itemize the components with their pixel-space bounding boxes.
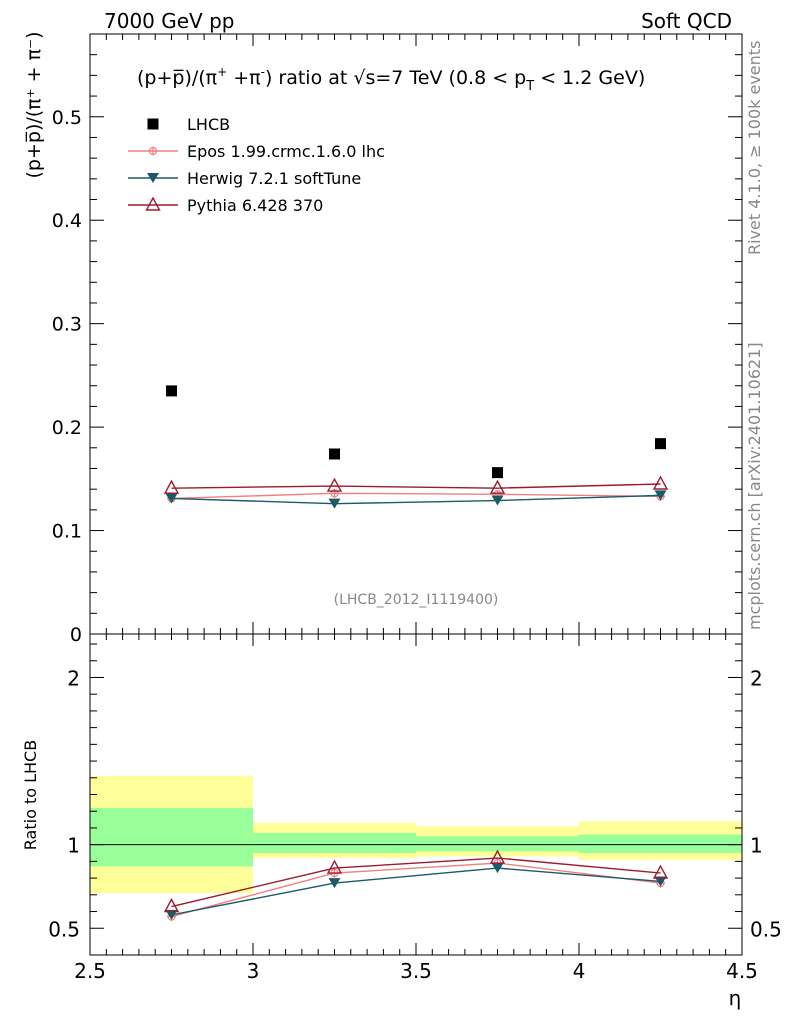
x-axis-label: η	[729, 986, 742, 1010]
mcplots-label: mcplots.cern.ch [arXiv:2401.10621]	[745, 342, 764, 630]
xtick-label-2: 3.5	[400, 959, 432, 983]
main-point-lhcb-2	[492, 467, 503, 479]
ratio-stat-band-1	[253, 832, 416, 854]
main-point-herwig-1	[328, 498, 341, 509]
main-point-herwig-3	[654, 490, 667, 501]
legend-label-pythia: Pythia 6.428 370	[187, 196, 323, 215]
main-point-herwig-0	[165, 493, 178, 504]
ratio-point-herwig-0	[165, 909, 178, 920]
ratio-stat-band-2	[416, 836, 579, 852]
main-point-pythia-0	[163, 479, 180, 494]
ratio-point-herwig-2	[491, 863, 504, 874]
main-line-epos	[171, 492, 661, 500]
main-ytick-label-0: 0.1	[52, 521, 82, 543]
main-point-lhcb-3	[655, 438, 666, 450]
legend-entry-lhcb: LHCB	[147, 115, 230, 134]
main-point-herwig-2	[491, 495, 504, 506]
main-ytick-label-3: 0.4	[52, 210, 82, 232]
ratio-ytick-label-right-2: 2	[750, 666, 763, 690]
ratio-point-pythia-2	[489, 849, 506, 864]
ratio-ytick-label-left-1: 1	[67, 834, 80, 858]
ratio-ytick-label-left-2: 2	[67, 666, 80, 690]
ratio-stat-band-0	[90, 807, 253, 867]
header-left: 7000 GeV pp	[104, 9, 235, 33]
main-ytick-label-2: 0.3	[52, 314, 82, 336]
analysis-watermark: (LHCB_2012_I1119400)	[334, 592, 499, 608]
ratio-ytick-label-right-1: 1	[750, 834, 763, 858]
legend-marker-pythia	[145, 196, 161, 211]
ratio-line-pythia	[171, 857, 661, 908]
main-line-herwig	[171, 494, 661, 505]
legend-entry-herwig: Herwig 7.2.1 softTune	[128, 169, 361, 188]
header-right: Soft QCD	[641, 9, 732, 33]
ratio-line-epos	[171, 862, 661, 918]
main-y-axis-label: (p+p̅)/(π⁺ + π⁻)	[23, 31, 45, 178]
ratio-point-herwig-1	[328, 878, 341, 889]
main-point-pythia-3	[652, 475, 669, 490]
legend-label-lhcb: LHCB	[187, 115, 230, 134]
ratio-y-axis-label: Ratio to LHCB	[21, 740, 40, 850]
legend-marker-lhcb	[147, 118, 159, 130]
main-line-pythia	[171, 483, 661, 489]
main-plot-title: (p+p̅)/(π+ +π-) ratio at √s=7 TeV (0.8 <…	[137, 65, 645, 94]
ratio-ytick-label-right-0: 0.5	[750, 917, 782, 941]
ratio-line-herwig	[171, 867, 661, 916]
legend-marker-herwig	[147, 173, 159, 183]
ratio-point-pythia-1	[326, 859, 343, 874]
xtick-label-3: 4	[573, 959, 586, 983]
xtick-label-4: 4.5	[726, 959, 758, 983]
ratio-ytick-label-left-0: 0.5	[48, 917, 80, 941]
ratio-point-pythia-0	[163, 898, 180, 913]
ratio-point-pythia-3	[652, 864, 669, 879]
legend-marker-epos	[148, 146, 158, 156]
xtick-label-1: 3	[247, 959, 260, 983]
main-point-lhcb-0	[166, 385, 177, 397]
legend-label-herwig: Herwig 7.2.1 softTune	[187, 169, 361, 188]
ratio-point-herwig-3	[654, 876, 667, 887]
main-point-epos-1	[330, 488, 339, 498]
main-point-lhcb-1	[329, 448, 340, 460]
legend-entry-epos: Epos 1.99.crmc.1.6.0 lhc	[128, 142, 385, 161]
main-ytick-label-1: 0.2	[52, 417, 82, 439]
legend-label-epos: Epos 1.99.crmc.1.6.0 lhc	[187, 142, 385, 161]
main-point-pythia-1	[326, 477, 343, 492]
main-ytick-label-4: 0.5	[52, 107, 82, 129]
ratio-stat-band-3	[579, 834, 742, 854]
main-point-pythia-2	[489, 479, 506, 494]
main-ytick-label-5: 0	[70, 624, 82, 646]
rivet-label: Rivet 4.1.0, ≥ 100k events	[745, 41, 764, 255]
xtick-label-0: 2.5	[74, 959, 106, 983]
legend-entry-pythia: Pythia 6.428 370	[128, 196, 323, 215]
